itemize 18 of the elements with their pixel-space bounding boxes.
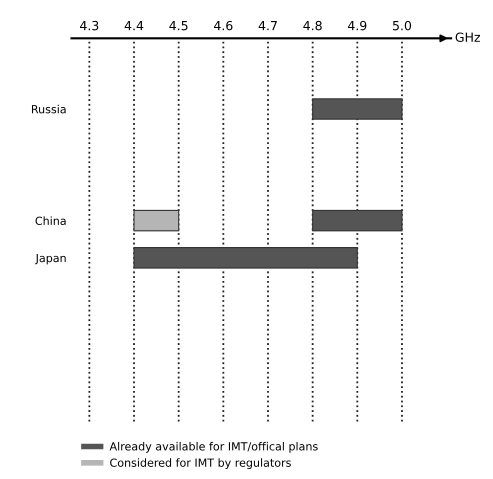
x-tick-label: 5.0 [392, 20, 412, 30]
bar [133, 210, 180, 232]
bar [312, 210, 403, 232]
x-tick-label: 4.9 [348, 20, 366, 30]
x-tick-label: 4.6 [214, 20, 232, 30]
x-tick-label: 4.4 [124, 21, 144, 30]
y-tick-label: China [36, 216, 66, 225]
legend-label: Considered for IMT by regulators [110, 458, 291, 469]
legend-label: Already available for IMT/offical plans [110, 442, 318, 453]
x-tick-label: 4.7 [258, 21, 277, 30]
y-tick-label: Japan [35, 254, 66, 264]
x-tick-label: 4.3 [80, 20, 98, 30]
bar [312, 98, 403, 120]
x-axis-title: GHz [456, 32, 480, 42]
x-tick-label: 4.5 [169, 21, 188, 30]
y-tick-label: Russia [32, 104, 66, 114]
x-tick-label: 4.8 [303, 20, 322, 30]
bar [133, 247, 358, 269]
